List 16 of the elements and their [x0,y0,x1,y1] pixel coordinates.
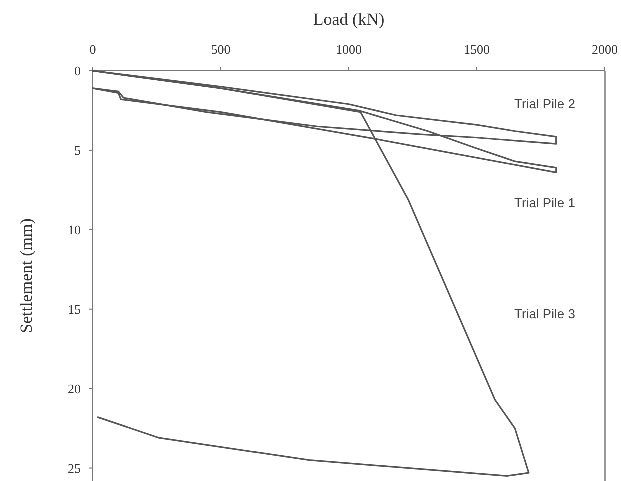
x-tick-label: 1500 [464,42,490,57]
text: Trial Pile 3 [514,306,576,322]
y-axis-title: Settlement (mm) [17,218,36,334]
y-tick-label: 15 [68,302,81,317]
x-tick-label: 1000 [336,42,362,57]
x-tick-label: 500 [211,42,231,57]
y-tick-label: 0 [74,64,81,79]
x-tick-label: 0 [90,42,96,57]
text: Trial Pile 1 [514,195,576,210]
series-label: Trial Pile 2 [514,96,576,112]
y-tick-label: 20 [68,381,81,396]
x-tick-label: 2000 [592,42,618,57]
y-tick-label: 5 [74,143,81,158]
y-tick-label: 25 [68,460,81,476]
x-axis-title: Load (kN) [313,10,385,29]
y-tick-label: 10 [68,222,81,238]
